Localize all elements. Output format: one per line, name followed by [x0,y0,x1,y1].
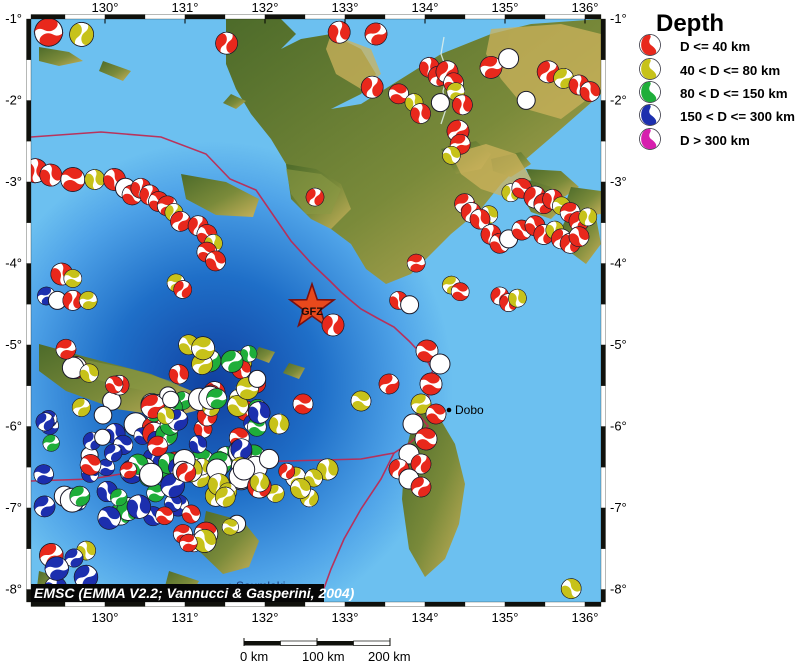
svg-text:100 km: 100 km [302,649,345,664]
svg-text:200 km: 200 km [368,649,411,664]
svg-text:0 km: 0 km [240,649,268,664]
